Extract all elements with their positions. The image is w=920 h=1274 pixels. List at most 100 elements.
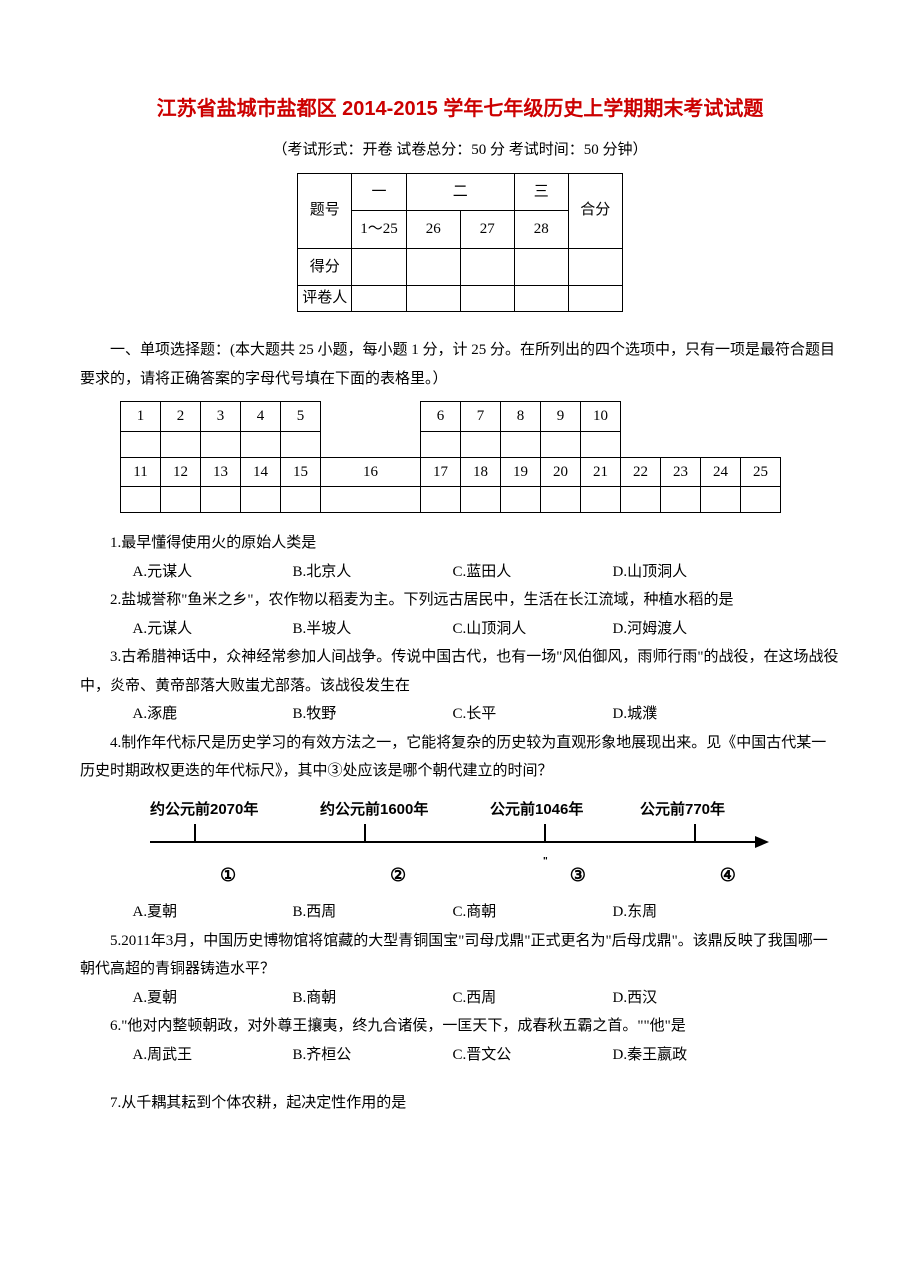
opt-a: A.元谋人 [133, 558, 293, 587]
score-summary-table: 题号 一 二 三 合分 1～25 26 27 28 得分 评卷人 [297, 173, 623, 313]
ans-num: 21 [581, 457, 621, 487]
col-header-sec2: 二 [406, 173, 514, 211]
opt-d: D.河姆渡人 [613, 615, 773, 644]
question-4: 4.制作年代标尺是历史学习的有效方法之一，它能将复杂的历史较为直观形象地展现出来… [80, 729, 840, 786]
ans-cell [581, 431, 621, 457]
ans-num: 13 [201, 457, 241, 487]
ans-num: 9 [541, 402, 581, 432]
page-title: 江苏省盐城市盐都区 2014-2015 学年七年级历史上学期期末考试试题 [80, 90, 840, 128]
ans-cell [241, 487, 281, 513]
timeline-marker-4: ④ [720, 858, 760, 892]
question-1: 1.最早懂得使用火的原始人类是 [80, 529, 840, 558]
ans-num: 25 [741, 457, 781, 487]
ans-num: 4 [241, 402, 281, 432]
ans-num: 10 [581, 402, 621, 432]
opt-d: D.秦王嬴政 [613, 1041, 773, 1070]
question-3: 3.古希腊神话中，众神经常参加人间战争。传说中国古代，也有一场"风伯御风，雨师行… [80, 643, 840, 700]
ans-cell [281, 431, 321, 457]
ans-num: 22 [621, 457, 661, 487]
ans-num: 20 [541, 457, 581, 487]
section-1-intro: 一、单项选择题：(本大题共 25 小题，每小题 1 分，计 25 分。在所列出的… [80, 336, 840, 393]
opt-c: C.商朝 [453, 898, 613, 927]
opt-b: B.牧野 [293, 700, 453, 729]
ans-num: 2 [161, 402, 201, 432]
opt-b: B.半坡人 [293, 615, 453, 644]
col-header-sec1: 一 [352, 173, 407, 211]
ans-cell [701, 487, 741, 513]
question-2-options: A.元谋人 B.半坡人 C.山顶洞人 D.河姆渡人 [133, 615, 841, 644]
ans-cell [121, 431, 161, 457]
question-3-options: A.涿鹿 B.牧野 C.长平 D.城濮 [133, 700, 841, 729]
opt-b: B.商朝 [293, 984, 453, 1013]
opt-d: D.城濮 [613, 700, 773, 729]
opt-b: B.北京人 [293, 558, 453, 587]
question-4-options: A.夏朝 B.西周 C.商朝 D.东周 [133, 898, 841, 927]
ans-cell [121, 487, 161, 513]
ans-num: 15 [281, 457, 321, 487]
ans-cell [501, 487, 541, 513]
col-header-sec3: 三 [514, 173, 568, 211]
question-5: 5.2011年3月，中国历史博物馆将馆藏的大型青铜国宝"司母戊鼎"正式更名为"后… [80, 927, 840, 984]
ans-cell [281, 487, 321, 513]
question-6-options: A.周武王 B.齐桓公 C.晋文公 D.秦王嬴政 [133, 1041, 841, 1070]
ans-num: 12 [161, 457, 201, 487]
opt-c: C.山顶洞人 [453, 615, 613, 644]
row-grader-label: 评卷人 [298, 286, 352, 312]
question-2: 2.盐城誉称"鱼米之乡"，农作物以稻麦为主。下列远古居民中，生活在长江流域，种植… [80, 586, 840, 615]
subnum-1: 1～25 [352, 211, 407, 249]
timeline-axis [140, 824, 780, 860]
question-5-options: A.夏朝 B.商朝 C.西周 D.西汉 [133, 984, 841, 1013]
grader-cell [352, 286, 407, 312]
subnum-2: 26 [406, 211, 460, 249]
subnum-3: 27 [460, 211, 514, 249]
score-cell [460, 248, 514, 286]
ans-num: 3 [201, 402, 241, 432]
ans-cell [541, 431, 581, 457]
grader-cell [514, 286, 568, 312]
ans-cell [581, 487, 621, 513]
score-cell [514, 248, 568, 286]
col-header-num: 题号 [298, 173, 352, 248]
timeline-marker-1: ① [220, 858, 390, 892]
ans-num: 1 [121, 402, 161, 432]
question-1-options: A.元谋人 B.北京人 C.蓝田人 D.山顶洞人 [133, 558, 841, 587]
grader-cell [406, 286, 460, 312]
ans-num: 5 [281, 402, 321, 432]
ans-cell [461, 431, 501, 457]
ans-num: 11 [121, 457, 161, 487]
ans-cell [201, 487, 241, 513]
ans-cell [541, 487, 581, 513]
ans-cell [741, 487, 781, 513]
timeline-marker-3: ③ [570, 858, 720, 892]
ans-cell [321, 487, 421, 513]
score-cell [406, 248, 460, 286]
ans-cell [501, 431, 541, 457]
score-cell [568, 248, 622, 286]
ans-num: 23 [661, 457, 701, 487]
ans-num: 16 [321, 457, 421, 487]
ans-num: 19 [501, 457, 541, 487]
opt-c: C.蓝田人 [453, 558, 613, 587]
print-artifact-mark: " [543, 852, 548, 886]
timeline-diagram: 约公元前2070年 约公元前1600年 公元前1046年 公元前770年 ① ②… [140, 796, 780, 893]
ans-num: 24 [701, 457, 741, 487]
ans-num: 18 [461, 457, 501, 487]
opt-a: A.涿鹿 [133, 700, 293, 729]
grader-cell [568, 286, 622, 312]
ans-cell [621, 487, 661, 513]
ans-cell [421, 487, 461, 513]
answer-grid: 1 2 3 4 5 6 7 8 9 10 11 12 13 14 15 16 1… [120, 401, 781, 513]
opt-d: D.西汉 [613, 984, 773, 1013]
opt-a: A.夏朝 [133, 984, 293, 1013]
score-cell [352, 248, 407, 286]
timeline-label-1: 约公元前2070年 [150, 796, 320, 825]
subnum-4: 28 [514, 211, 568, 249]
opt-b: B.齐桓公 [293, 1041, 453, 1070]
ans-cell [241, 431, 281, 457]
question-7: 7.从千耦其耘到个体农耕，起决定性作用的是 [80, 1089, 840, 1118]
timeline-label-4: 公元前770年 [640, 796, 760, 825]
exam-meta: （考试形式：开卷 试卷总分：50 分 考试时间：50 分钟） [80, 136, 840, 165]
ans-num: 17 [421, 457, 461, 487]
timeline-label-3: 公元前1046年 [490, 796, 640, 825]
ans-cell [201, 431, 241, 457]
